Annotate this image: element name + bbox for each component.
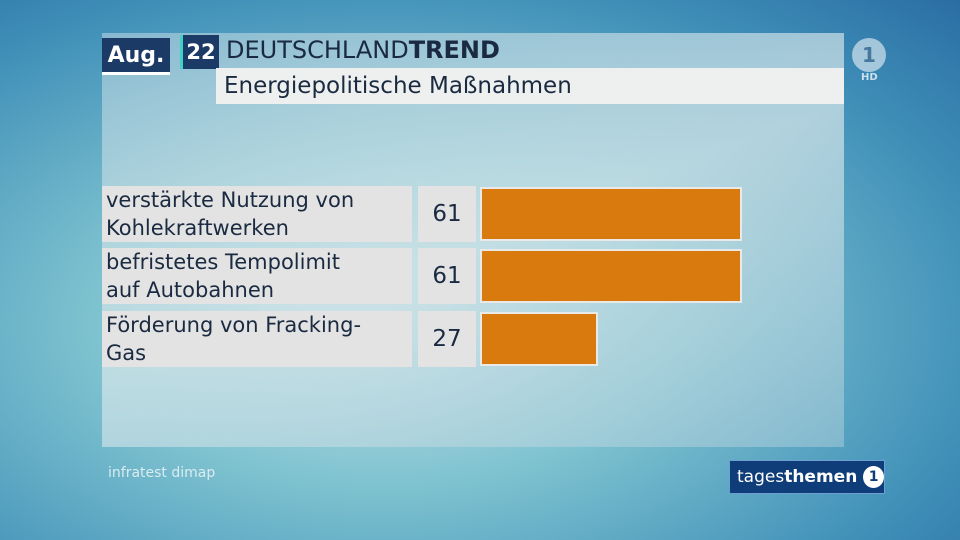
bar <box>482 251 740 301</box>
ard-one-icon: 1 <box>863 466 884 488</box>
page-title: DEUTSCHLANDTREND <box>218 35 844 66</box>
hd-label: HD <box>861 72 878 83</box>
title-regular: DEUTSCHLAND <box>226 36 409 64</box>
day-badge: 22 <box>180 35 219 69</box>
logo-text: tagesthemen <box>737 467 857 487</box>
month-badge: Aug. <box>102 38 170 75</box>
bar <box>482 189 740 239</box>
category-label: verstärkte Nutzung von Kohlekraftwerken <box>102 186 412 242</box>
chart-subtitle: Energiepolitische Maßnahmen <box>216 68 844 104</box>
logo-text-regular: tages <box>737 467 785 487</box>
value-label: 61 <box>418 186 476 242</box>
category-label: befristetes Tempolimit auf Autobahnen <box>102 248 412 304</box>
value-label: 27 <box>418 311 476 367</box>
title-bold: TREND <box>408 36 500 64</box>
value-label: 61 <box>418 248 476 304</box>
channel-logo-icon: 1 <box>852 38 886 72</box>
logo-text-bold: themen <box>784 467 858 487</box>
source-label: infratest dimap <box>108 465 216 481</box>
tagesthemen-logo: tagesthemen 1 <box>729 460 885 494</box>
category-label: Förderung von Fracking- Gas <box>102 311 412 367</box>
bar <box>482 314 596 364</box>
